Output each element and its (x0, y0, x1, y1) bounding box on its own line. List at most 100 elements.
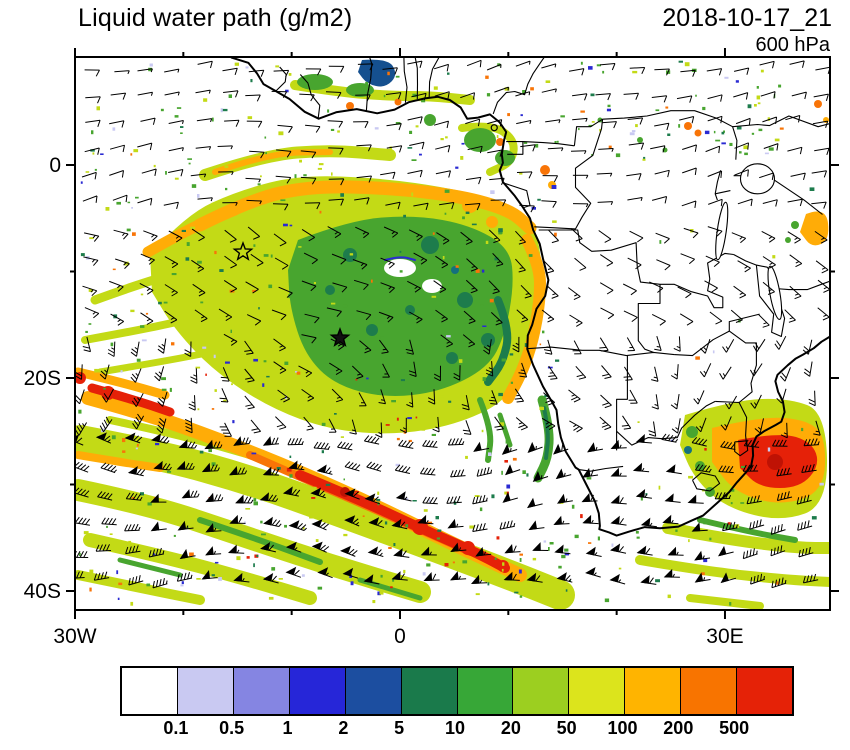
speckle (289, 455, 292, 458)
lwp-patch (366, 324, 378, 336)
map-content (75, 57, 830, 610)
speckle (736, 126, 742, 130)
speckle (321, 450, 324, 454)
lwp-patch (461, 541, 475, 555)
speckle (197, 194, 200, 198)
speckle (463, 217, 467, 220)
speckle (131, 497, 135, 499)
speckle (712, 350, 715, 354)
colorbar-box (513, 668, 570, 714)
speckle (190, 226, 195, 230)
speckle (253, 498, 257, 502)
speckle (219, 269, 224, 272)
speckle (485, 240, 489, 244)
speckle (564, 552, 569, 556)
speckle (494, 257, 499, 261)
speckle (109, 533, 113, 535)
speckle (489, 298, 494, 303)
speckle (124, 261, 129, 266)
speckle (447, 72, 450, 75)
speckle (149, 63, 153, 67)
speckle (496, 135, 499, 138)
speckle (688, 475, 693, 479)
speckle (89, 237, 94, 240)
lwp-band (357, 577, 423, 601)
country-border (534, 119, 604, 230)
speckle (122, 438, 126, 443)
colorbar-level-label: 0.5 (219, 718, 245, 738)
speckle (730, 502, 733, 505)
speckle (117, 597, 120, 600)
lwp-patch (495, 150, 515, 166)
speckle (481, 429, 484, 433)
speckle (355, 378, 358, 381)
speckle (289, 474, 293, 478)
lwp-patch (421, 236, 439, 254)
speckle (211, 462, 216, 466)
speckle (280, 199, 286, 202)
speckle (203, 98, 208, 102)
speckle (365, 81, 369, 86)
speckle (379, 590, 384, 595)
speckle (402, 92, 407, 95)
speckle (545, 80, 551, 83)
colorbar-level-label: 5 (394, 718, 405, 738)
speckle (120, 370, 123, 373)
speckle (655, 109, 660, 112)
speckle (395, 75, 400, 78)
speckle (260, 520, 263, 524)
speckle (611, 543, 614, 547)
speckle (222, 108, 228, 112)
speckle (419, 153, 422, 156)
speckle (411, 192, 414, 197)
speckle (214, 561, 219, 564)
country-border (616, 400, 716, 446)
colorbar-level-label: 50 (556, 718, 577, 738)
country-border (755, 265, 786, 338)
africa-coastline (230, 57, 830, 537)
speckle (400, 585, 404, 589)
speckle (321, 422, 326, 426)
speckle (253, 563, 255, 568)
speckle (431, 295, 437, 298)
speckle (475, 593, 480, 596)
speckle (126, 228, 131, 232)
speckle (702, 106, 706, 111)
speckle (340, 193, 344, 197)
speckle (747, 104, 752, 109)
green-core (288, 216, 513, 396)
country-border (428, 57, 440, 98)
speckle (721, 131, 725, 135)
speckle (211, 408, 215, 410)
speckle (180, 132, 183, 134)
lwp-patch (457, 292, 473, 308)
speckle (220, 108, 223, 113)
speckle (819, 482, 824, 486)
speckle (539, 406, 544, 411)
speckle (130, 601, 134, 606)
speckle (387, 71, 390, 76)
speckle (512, 457, 517, 461)
speckle (735, 80, 739, 83)
country-border (506, 141, 575, 147)
wind-barbs (75, 59, 830, 589)
speckle (165, 171, 167, 175)
country-border (714, 170, 722, 201)
speckle (92, 152, 95, 155)
speckle (403, 569, 406, 574)
speckle (721, 142, 726, 145)
speckle (317, 167, 322, 170)
speckle (258, 307, 260, 310)
speckle (245, 508, 251, 510)
speckle (259, 263, 263, 266)
speckle (374, 127, 379, 130)
lwp-patch (446, 352, 458, 364)
speckle (774, 138, 780, 142)
speckle (380, 336, 384, 340)
colorbar-level-label: 2 (338, 718, 349, 738)
speckle (224, 165, 229, 168)
speckle (642, 158, 646, 161)
speckle (426, 563, 431, 567)
speckle (499, 422, 505, 426)
speckle (130, 309, 135, 313)
